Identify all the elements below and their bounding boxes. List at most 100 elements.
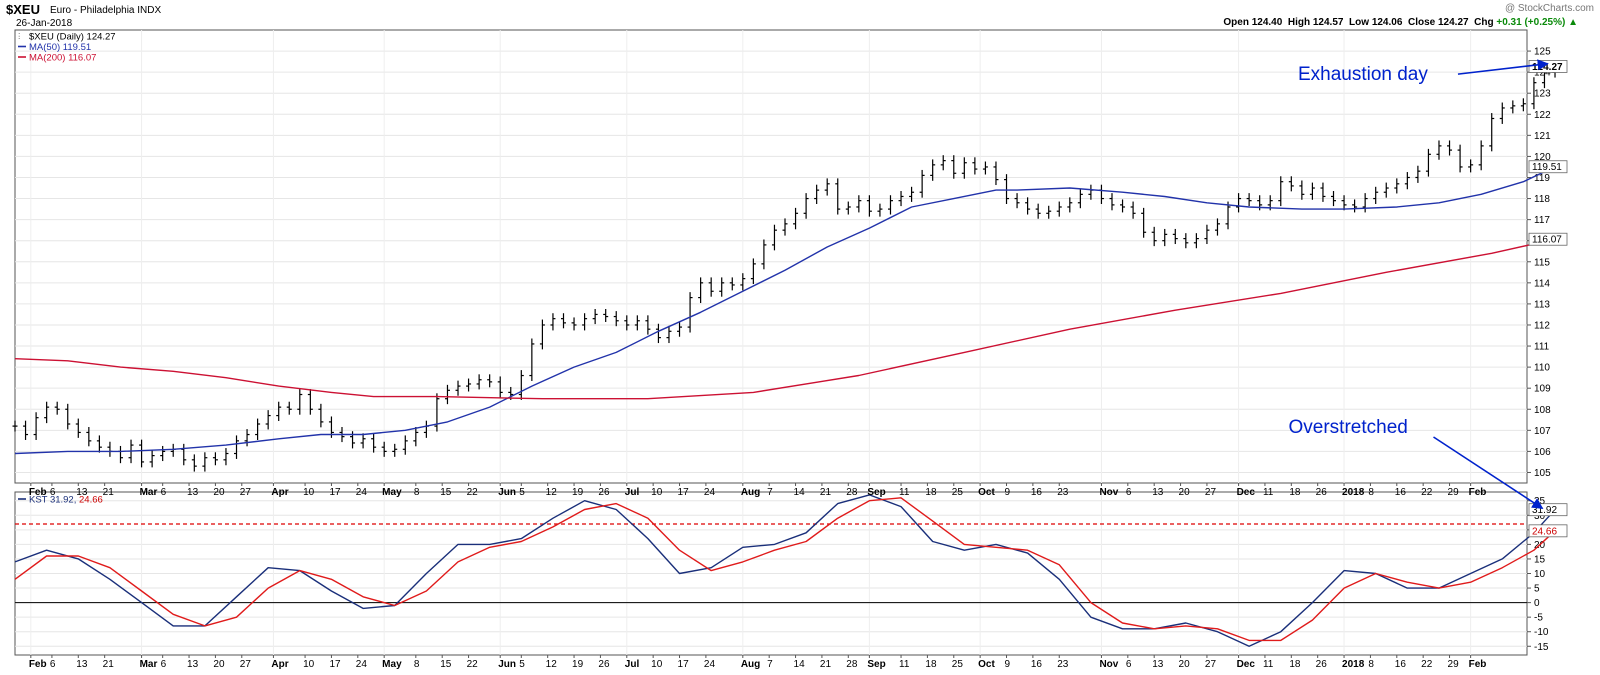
price-bar: [529, 338, 535, 381]
price-bar: [86, 426, 92, 447]
price-bar: [803, 193, 809, 219]
price-x-tick-label: 15: [440, 487, 452, 498]
price-bar: [698, 277, 704, 304]
kst-x-tick-label: Mar: [140, 659, 158, 670]
price-y-tick-label: 111: [1534, 342, 1550, 353]
price-bar: [307, 389, 313, 415]
price-x-tick-label: Sep: [867, 487, 885, 498]
price-bar: [1120, 199, 1126, 213]
price-x-tick-label: 22: [467, 487, 479, 498]
close-value: 124.27: [1437, 17, 1469, 28]
price-x-tick-label: 20: [213, 487, 225, 498]
price-bar: [139, 439, 145, 468]
kst-x-tick-label: 6: [50, 659, 56, 670]
kst-x-tick-label: 26: [598, 659, 610, 670]
price-x-tick-label: Apr: [271, 487, 288, 498]
price-bar: [782, 218, 788, 236]
price-bar: [1046, 205, 1052, 219]
price-bar: [1383, 182, 1389, 198]
price-y-tick-label: 106: [1534, 447, 1551, 458]
kst-x-tick-label: 10: [303, 659, 315, 670]
kst-x-tick-label: 13: [187, 659, 199, 670]
price-bar: [1130, 201, 1136, 219]
open-value: 124.40: [1251, 17, 1283, 28]
symbol-name: Euro - Philadelphia INDX: [50, 5, 162, 16]
kst-x-tick-label: 7: [767, 659, 773, 670]
price-x-tick-label: 17: [678, 487, 690, 498]
price-bar: [845, 201, 851, 215]
price-y-tick-label: 123: [1534, 89, 1551, 100]
price-x-tick-label: 16: [1031, 487, 1043, 498]
price-bar: [191, 454, 197, 472]
price-x-tick-label: 10: [651, 487, 663, 498]
kst-x-tick-label: 11: [899, 659, 910, 670]
price-y-tick-label: 115: [1534, 257, 1550, 268]
legend-label: $XEU (Daily) 124.27: [29, 32, 116, 43]
x-axis: Feb 6 13 21 Mar 6 13 20 27 Apr 10 17 24 May 8 15 22 Jun 5 1…: [29, 483, 1487, 670]
price-x-tick-label: 19: [572, 487, 584, 498]
price-bar: [582, 313, 588, 331]
price-bar: [961, 157, 967, 179]
price-bar: [1362, 193, 1368, 213]
kst-y-tick-label: 0: [1534, 598, 1540, 609]
price-bar: [1510, 100, 1516, 114]
price-bar: [603, 309, 609, 322]
price-y-tick-label: 109: [1534, 384, 1551, 395]
price-bar: [1320, 182, 1326, 202]
price-bar: [497, 376, 503, 398]
symbol-title: $XEU: [6, 2, 40, 17]
kst-series-kst: [14, 494, 1556, 647]
price-x-tick-label: 22: [1421, 487, 1433, 498]
price-bar: [265, 410, 271, 430]
price-x-tick-label: 9: [1005, 487, 1011, 498]
price-y-tick-label: 125: [1534, 47, 1551, 58]
kst-x-tick-label: 29: [1448, 659, 1460, 670]
price-bar: [719, 277, 725, 297]
low-label: Low: [1349, 17, 1370, 28]
kst-y-tick-label: -10: [1534, 627, 1549, 638]
price-bar: [65, 403, 71, 430]
price-bar: [1499, 102, 1505, 124]
price-x-tick-label: 6: [50, 487, 56, 498]
price-bar: [1425, 148, 1431, 177]
price-bar: [940, 155, 946, 171]
kst-y-tick-label: 15: [1534, 554, 1546, 565]
price-x-tick-label: 26: [598, 487, 610, 498]
price-bar: [1183, 233, 1189, 249]
kst-x-tick-label: Aug: [741, 659, 760, 670]
kst-x-tick-label: Sep: [867, 659, 885, 670]
kst-x-tick-label: 24: [704, 659, 716, 670]
price-bar: [624, 315, 630, 331]
price-bar: [44, 401, 50, 424]
price-x-tick-label: 8: [414, 487, 420, 498]
price-bar: [234, 435, 240, 459]
price-bar: [571, 317, 577, 331]
legend-bars-icon: ⫶: [18, 32, 20, 42]
price-bar: [1299, 180, 1305, 200]
kst-x-tick-label: 17: [678, 659, 690, 670]
price-x-tick-label: 6: [1126, 487, 1132, 498]
price-bar: [276, 401, 282, 422]
price-bar: [1004, 174, 1010, 204]
kst-x-tick-label: 19: [572, 659, 584, 670]
kst-legend: KST 31.92, 24.66: [18, 495, 103, 506]
price-x-tick-label: 14: [794, 487, 806, 498]
price-x-tick-label: 10: [303, 487, 315, 498]
price-x-tick-label: Feb: [1469, 487, 1487, 498]
kst-x-tick-label: 24: [356, 659, 368, 670]
price-bar: [1394, 178, 1400, 194]
price-y-tick-label: 107: [1534, 426, 1551, 437]
price-bar: [1468, 159, 1474, 173]
price-bar: [1457, 144, 1463, 173]
legend-label: MA(50) 119.51: [29, 42, 91, 53]
legend-label: MA(200) 116.07: [29, 53, 96, 64]
price-x-tick-label: Nov: [1099, 487, 1118, 498]
price-y-tick-label: 119: [1534, 173, 1550, 184]
price-bar: [898, 191, 904, 207]
kst-x-tick-label: 8: [1368, 659, 1374, 670]
kst-x-tick-label: 8: [414, 659, 420, 670]
price-bar: [634, 315, 640, 331]
price-bar: [1447, 140, 1453, 156]
price-bar: [1141, 207, 1147, 238]
